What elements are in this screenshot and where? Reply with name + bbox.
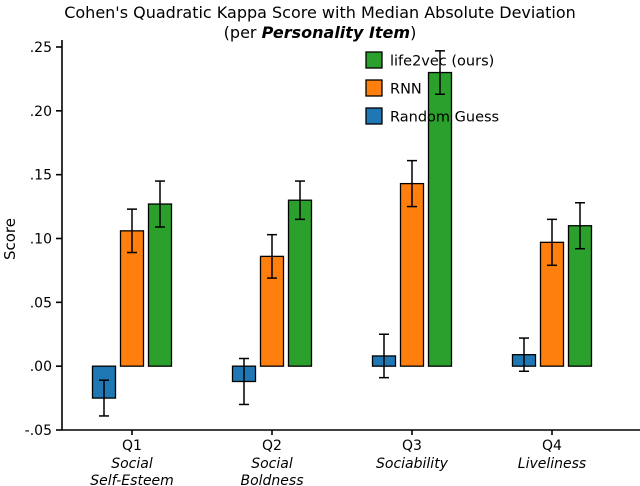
y-tick-label: .20 xyxy=(30,104,52,120)
legend-swatch xyxy=(365,51,383,69)
x-category-name: Social xyxy=(111,456,153,472)
y-tick-label: .25 xyxy=(30,40,52,56)
x-tick-label: Q3 xyxy=(402,438,422,454)
subtitle-emphasis: Personality Item xyxy=(261,23,411,42)
chart-title-line1: Cohen's Quadratic Kappa Score with Media… xyxy=(64,3,576,22)
legend-label: life2vec (ours) xyxy=(390,54,494,70)
y-tick-label: .00 xyxy=(30,359,52,375)
x-category-name: Social xyxy=(251,456,293,472)
legend-label: Random Guess xyxy=(390,110,499,126)
x-tick-label: Q2 xyxy=(262,438,282,454)
y-tick-label: -.05 xyxy=(25,423,52,439)
subtitle-prefix: (per xyxy=(223,23,262,42)
bar xyxy=(287,199,313,367)
legend-swatch xyxy=(365,79,383,97)
bar xyxy=(399,182,425,367)
bar xyxy=(147,203,173,367)
y-tick-label: .05 xyxy=(30,295,52,311)
legend-label: RNN xyxy=(390,82,422,98)
x-tick-label: Q1 xyxy=(122,438,142,454)
subtitle-suffix: ) xyxy=(410,23,417,42)
x-category-name: Sociability xyxy=(376,456,449,472)
chart-title-line2: (per Personality Item) xyxy=(0,23,640,43)
x-category-name: Liveliness xyxy=(518,456,586,472)
x-tick-label: Q4 xyxy=(542,438,562,454)
legend-swatch xyxy=(365,107,383,125)
y-tick-label: .15 xyxy=(30,168,52,184)
chart-title: Cohen's Quadratic Kappa Score with Media… xyxy=(0,3,640,43)
x-category-name: Self-Esteem xyxy=(90,473,174,486)
x-category-name: Boldness xyxy=(240,473,303,486)
y-tick-label: .10 xyxy=(30,232,52,248)
